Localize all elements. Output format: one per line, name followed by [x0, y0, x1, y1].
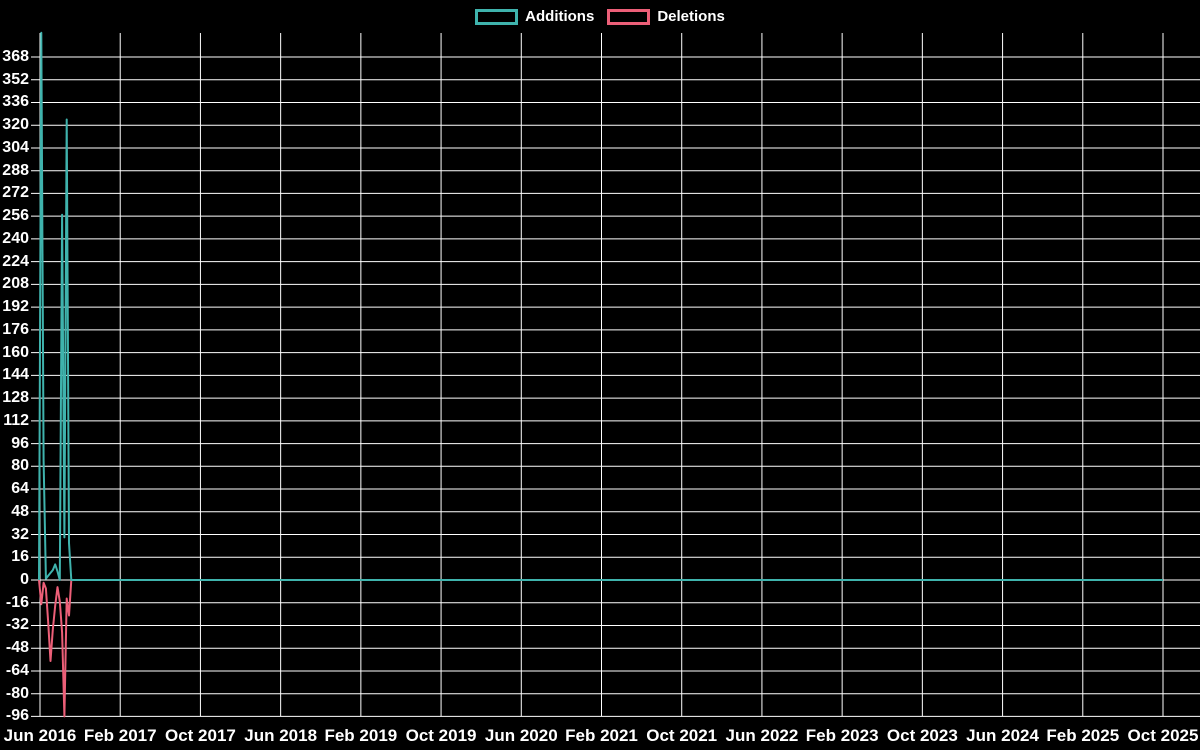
- deletions-legend-label[interactable]: Deletions: [657, 8, 725, 25]
- additions-legend-swatch[interactable]: [475, 9, 519, 25]
- additions-line: [38, 31, 1163, 581]
- deletions-line: [38, 579, 1163, 718]
- deletions-legend-swatch[interactable]: [607, 9, 651, 25]
- chart-legend: Additions Deletions: [0, 9, 1200, 25]
- additions-legend-label[interactable]: Additions: [525, 8, 595, 25]
